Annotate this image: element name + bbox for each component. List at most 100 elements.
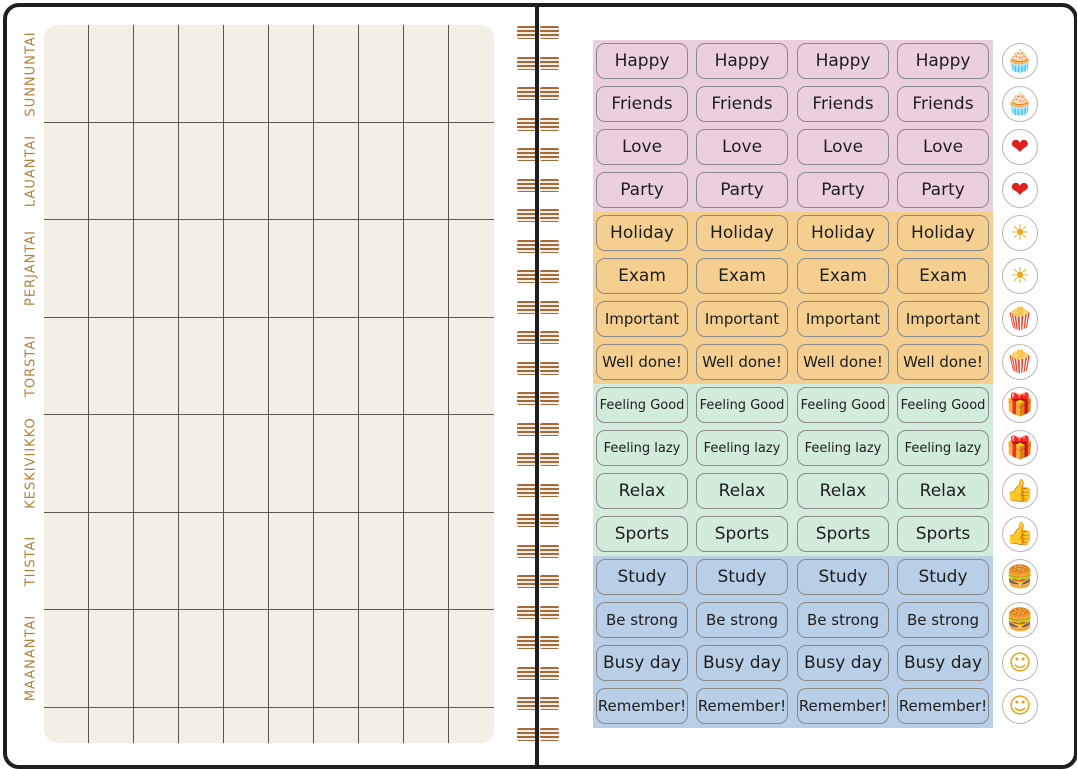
- day-label-saturday: LAUANTAI: [23, 134, 39, 208]
- sticker-friends[interactable]: Friends: [797, 86, 889, 122]
- sticker-relax[interactable]: Relax: [797, 473, 889, 509]
- sun-icon[interactable]: ☀: [1002, 258, 1038, 294]
- sticker-feeling-lazy[interactable]: Feeling lazy: [897, 430, 989, 466]
- sticker-party[interactable]: Party: [696, 172, 788, 208]
- sticker-sports[interactable]: Sports: [696, 516, 788, 552]
- sticker-happy[interactable]: Happy: [797, 43, 889, 79]
- grid-line: [133, 25, 134, 743]
- sticker-study[interactable]: Study: [696, 559, 788, 595]
- heart-icon[interactable]: ❤: [1002, 129, 1038, 165]
- sticker-well-done[interactable]: Well done!: [797, 344, 889, 380]
- heart-icon[interactable]: ❤: [1002, 172, 1038, 208]
- sticker-remember[interactable]: Remember!: [696, 688, 788, 724]
- sticker-study[interactable]: Study: [897, 559, 989, 595]
- spiral-ring: [517, 331, 559, 344]
- grid-line: [44, 219, 494, 220]
- grid-line: [268, 25, 269, 743]
- sticker-friends[interactable]: Friends: [696, 86, 788, 122]
- sticker-love[interactable]: Love: [797, 129, 889, 165]
- sticker-busy-day[interactable]: Busy day: [696, 645, 788, 681]
- sticker-sports[interactable]: Sports: [596, 516, 688, 552]
- sticker-feeling-lazy[interactable]: Feeling lazy: [696, 430, 788, 466]
- sticker-feeling-good[interactable]: Feeling Good: [696, 387, 788, 423]
- sticker-feeling-lazy[interactable]: Feeling lazy: [797, 430, 889, 466]
- sticker-exam[interactable]: Exam: [797, 258, 889, 294]
- sticker-important[interactable]: Important: [596, 301, 688, 337]
- sticker-well-done[interactable]: Well done!: [696, 344, 788, 380]
- spiral-ring: [517, 544, 559, 558]
- grid-line: [44, 414, 494, 415]
- smiley-icon[interactable]: ☺: [1002, 645, 1038, 681]
- sticker-study[interactable]: Study: [797, 559, 889, 595]
- spiral-ring: [517, 117, 559, 131]
- sticker-party[interactable]: Party: [797, 172, 889, 208]
- grid-line: [403, 25, 404, 743]
- sticker-relax[interactable]: Relax: [897, 473, 989, 509]
- sticker-happy[interactable]: Happy: [696, 43, 788, 79]
- sticker-friends[interactable]: Friends: [596, 86, 688, 122]
- popcorn-icon[interactable]: 🍿: [1002, 344, 1038, 380]
- spiral-ring: [517, 26, 559, 39]
- sticker-study[interactable]: Study: [596, 559, 688, 595]
- sticker-holiday[interactable]: Holiday: [696, 215, 788, 251]
- sticker-relax[interactable]: Relax: [596, 473, 688, 509]
- sticker-be-strong[interactable]: Be strong: [596, 602, 688, 638]
- sticker-remember[interactable]: Remember!: [797, 688, 889, 724]
- sticker-party[interactable]: Party: [596, 172, 688, 208]
- thumbs-up-icon[interactable]: 👍: [1002, 516, 1038, 552]
- gift-icon[interactable]: 🎁: [1002, 387, 1038, 423]
- sticker-friends[interactable]: Friends: [897, 86, 989, 122]
- grid-line: [44, 122, 494, 123]
- spiral-ring: [517, 56, 559, 70]
- sticker-party[interactable]: Party: [897, 172, 989, 208]
- thumbs-up-icon[interactable]: 👍: [1002, 473, 1038, 509]
- spiral-ring: [517, 666, 559, 680]
- gift-icon[interactable]: 🎁: [1002, 430, 1038, 466]
- popcorn-icon[interactable]: 🍿: [1002, 301, 1038, 337]
- weekly-planner-grid: [44, 25, 494, 743]
- burger-icon[interactable]: 🍔: [1002, 602, 1038, 638]
- sticker-busy-day[interactable]: Busy day: [797, 645, 889, 681]
- sticker-important[interactable]: Important: [897, 301, 989, 337]
- sticker-feeling-good[interactable]: Feeling Good: [797, 387, 889, 423]
- sticker-busy-day[interactable]: Busy day: [897, 645, 989, 681]
- sticker-feeling-lazy[interactable]: Feeling lazy: [596, 430, 688, 466]
- sticker-remember[interactable]: Remember!: [596, 688, 688, 724]
- sticker-holiday[interactable]: Holiday: [797, 215, 889, 251]
- sticker-love[interactable]: Love: [596, 129, 688, 165]
- grid-line: [223, 25, 224, 743]
- sticker-be-strong[interactable]: Be strong: [897, 602, 989, 638]
- burger-icon[interactable]: 🍔: [1002, 559, 1038, 595]
- sticker-important[interactable]: Important: [696, 301, 788, 337]
- sticker-exam[interactable]: Exam: [596, 258, 688, 294]
- sticker-busy-day[interactable]: Busy day: [596, 645, 688, 681]
- sticker-exam[interactable]: Exam: [897, 258, 989, 294]
- spiral-ring: [517, 270, 559, 283]
- sticker-happy[interactable]: Happy: [897, 43, 989, 79]
- smiley-icon[interactable]: ☺: [1002, 688, 1038, 724]
- sticker-well-done[interactable]: Well done!: [897, 344, 989, 380]
- sticker-feeling-good[interactable]: Feeling Good: [596, 387, 688, 423]
- sticker-happy[interactable]: Happy: [596, 43, 688, 79]
- sticker-remember[interactable]: Remember!: [897, 688, 989, 724]
- sticker-sports[interactable]: Sports: [797, 516, 889, 552]
- cupcake-icon[interactable]: 🧁: [1002, 43, 1038, 79]
- sticker-important[interactable]: Important: [797, 301, 889, 337]
- sticker-holiday[interactable]: Holiday: [596, 215, 688, 251]
- sticker-relax[interactable]: Relax: [696, 473, 788, 509]
- spiral-ring: [517, 392, 559, 405]
- sticker-be-strong[interactable]: Be strong: [696, 602, 788, 638]
- sticker-love[interactable]: Love: [696, 129, 788, 165]
- binding-spine: [535, 3, 539, 768]
- sticker-holiday[interactable]: Holiday: [897, 215, 989, 251]
- spiral-ring: [517, 453, 559, 466]
- sticker-sports[interactable]: Sports: [897, 516, 989, 552]
- sticker-be-strong[interactable]: Be strong: [797, 602, 889, 638]
- cupcake-icon[interactable]: 🧁: [1002, 86, 1038, 122]
- sticker-love[interactable]: Love: [897, 129, 989, 165]
- sticker-exam[interactable]: Exam: [696, 258, 788, 294]
- day-label-wednesday: KESKIVIIKKO: [23, 417, 39, 509]
- sun-icon[interactable]: ☀: [1002, 215, 1038, 251]
- sticker-well-done[interactable]: Well done!: [596, 344, 688, 380]
- sticker-feeling-good[interactable]: Feeling Good: [897, 387, 989, 423]
